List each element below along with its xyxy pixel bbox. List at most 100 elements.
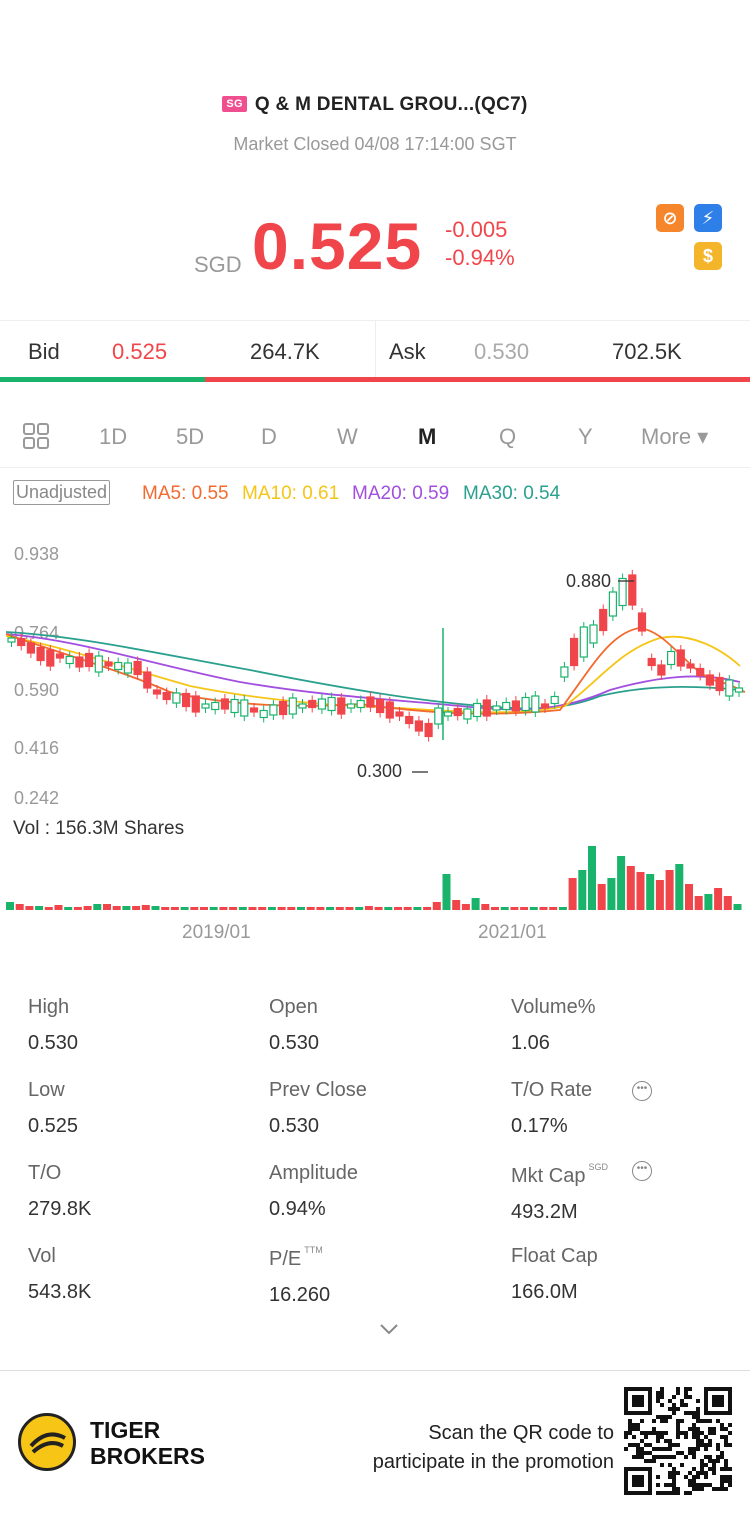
qr-module: [724, 1459, 728, 1463]
qr-module: [692, 1475, 696, 1479]
qr-module: [712, 1431, 716, 1435]
volume-bar: [25, 906, 34, 910]
qr-module: [700, 1471, 704, 1475]
qr-module: [692, 1487, 696, 1491]
tab-5d[interactable]: 5D: [176, 424, 205, 449]
ma10-label: MA10: 0.61: [242, 483, 340, 504]
promo-footer: TIGER BROKERS Scan the QR code to partic…: [0, 1370, 750, 1516]
dollar-icon[interactable]: $: [694, 242, 722, 270]
tab-y[interactable]: Y: [578, 424, 593, 449]
last-price: 0.525: [252, 209, 423, 283]
brand-name: TIGER BROKERS: [90, 1417, 205, 1469]
qr-module: [680, 1403, 684, 1407]
qr-module: [712, 1467, 716, 1471]
qr-module: [660, 1415, 664, 1419]
qr-module: [728, 1431, 732, 1435]
qr-module: [704, 1443, 708, 1447]
candle: [705, 674, 715, 686]
stat-to-rate: T/O Rate 0.17%: [511, 1079, 731, 1138]
qr-module: [708, 1467, 712, 1471]
volume-bar: [394, 907, 402, 910]
qr-module: [684, 1475, 688, 1479]
ma5-line: [5, 627, 746, 715]
qr-module: [656, 1475, 660, 1479]
candle: [65, 655, 74, 665]
chevron-down-icon[interactable]: [378, 1322, 400, 1336]
tab-q[interactable]: Q: [499, 424, 517, 449]
stat-label: Prev Close: [269, 1079, 367, 1101]
candle: [356, 699, 365, 709]
qr-module: [656, 1455, 660, 1459]
qr-module: [688, 1427, 692, 1431]
stock-title[interactable]: SG Q & M DENTAL GROU...(QC7): [0, 94, 750, 116]
bid-ask-bar[interactable]: Bid 0.525 264.7K Ask 0.530 702.5K: [0, 320, 750, 382]
volume-bar: [442, 874, 451, 910]
qr-module: [640, 1451, 644, 1455]
volume-bar: [723, 896, 732, 910]
volume-bar: [461, 904, 470, 910]
qr-module: [720, 1423, 724, 1427]
tab-more[interactable]: More ▾: [641, 424, 709, 449]
volume-bars: [6, 846, 742, 910]
qr-module: [692, 1451, 696, 1455]
tab-w[interactable]: W: [337, 424, 358, 449]
stat-pe: P/E TTM 16.260: [269, 1245, 489, 1307]
volume-bar: [413, 907, 422, 910]
tab-1d[interactable]: 1D: [99, 424, 128, 449]
qr-module: [724, 1479, 728, 1483]
grid-icon[interactable]: [22, 422, 50, 450]
qr-module: [652, 1455, 656, 1459]
qr-module: [624, 1435, 628, 1439]
brand-line: BROKERS: [90, 1443, 206, 1469]
qr-module: [672, 1395, 676, 1399]
candle: [46, 649, 55, 667]
candle: [123, 662, 133, 674]
candle: [172, 692, 181, 704]
volume-bar: [161, 907, 170, 910]
qr-module: [624, 1447, 628, 1451]
qr-module: [628, 1419, 632, 1423]
qr-module: [696, 1431, 700, 1435]
qr-module: [700, 1419, 704, 1423]
qr-module: [680, 1419, 684, 1423]
tab-m[interactable]: M: [418, 424, 437, 449]
tab-d[interactable]: D: [261, 424, 277, 449]
volume-bar: [549, 907, 558, 910]
to-rate-info-icon[interactable]: •••: [632, 1081, 652, 1101]
candle: [540, 703, 550, 709]
stat-value: 16.260: [269, 1284, 331, 1306]
volume-bar: [403, 907, 412, 910]
volume-bar: [83, 906, 92, 910]
candle: [230, 698, 239, 714]
lightning-icon[interactable]: ⚡: [694, 204, 722, 232]
mkt-cap-info-icon[interactable]: •••: [632, 1161, 652, 1181]
market-status: Market Closed 04/08 17:14:00 SGT: [233, 134, 517, 154]
qr-module: [676, 1471, 680, 1475]
qr-module: [696, 1475, 700, 1479]
stat-float-cap: Float Cap 166.0M: [511, 1245, 731, 1304]
candle: [599, 608, 608, 632]
no-shorting-icon[interactable]: ⊘: [656, 204, 684, 232]
qr-code-icon[interactable]: [624, 1387, 732, 1495]
volume-bar: [491, 907, 499, 910]
volume-bar: [597, 884, 606, 910]
candle: [443, 711, 453, 717]
promo-text: Scan the QR code to participate in the p…: [340, 1419, 614, 1477]
volume-bar: [200, 907, 208, 910]
qr-module: [700, 1431, 704, 1435]
candle: [560, 666, 569, 678]
candle: [162, 691, 171, 701]
qr-module: [708, 1459, 712, 1463]
qr-module: [624, 1431, 628, 1435]
qr-module: [696, 1435, 700, 1439]
y-tick-label: 0.938: [14, 544, 60, 564]
candle: [647, 657, 656, 667]
volume-bar: [685, 884, 693, 910]
x-tick-label: 2019/01: [182, 922, 251, 943]
candle: [463, 708, 472, 720]
unadjusted-toggle[interactable]: Unadjusted: [13, 480, 111, 505]
qr-module: [664, 1447, 668, 1451]
stat-label: T/O Rate: [511, 1079, 593, 1101]
kline-chart[interactable]: 0.938 0.764 0.590 0.416 0.242 0.300 0.88…: [0, 520, 750, 960]
qr-module: [716, 1459, 720, 1463]
